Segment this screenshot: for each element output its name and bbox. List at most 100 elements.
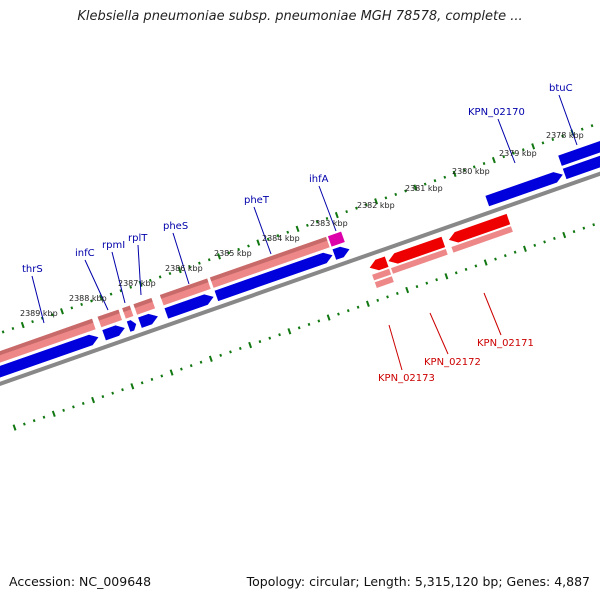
callout-line-rplt: [137, 244, 142, 296]
scale-tick: [148, 278, 152, 282]
gene-kpn-02171-transcript: [451, 226, 513, 253]
gene-label-rplt[interactable]: rplT: [128, 233, 148, 244]
gene-label-kpn-02172[interactable]: KPN_02172: [424, 357, 481, 368]
scale-tick: [90, 299, 93, 303]
scale-tick: [217, 253, 221, 260]
gene-phet-arrow[interactable]: [214, 252, 333, 302]
scale-tick: [72, 405, 75, 409]
gene-label-thrs[interactable]: thrS: [22, 264, 43, 275]
scale-tick: [413, 184, 418, 191]
scale-tick: [160, 374, 164, 378]
scale-tick: [276, 234, 280, 238]
callout-line-infc: [84, 259, 109, 311]
scale-tick: [541, 141, 545, 145]
gene-rplt-transcript-edge: [133, 298, 153, 309]
scale-tick: [580, 127, 584, 131]
backbone-line: [0, 171, 600, 387]
gene-label-kpn-02170[interactable]: KPN_02170: [468, 107, 525, 118]
scale-tick: [295, 225, 300, 232]
scale-tick: [111, 391, 115, 395]
gene-phes-transcript-edge: [159, 278, 209, 299]
scale-tick: [334, 211, 339, 219]
gene-infc-transcript-edge: [97, 309, 120, 321]
gene-thrs-transcript-edge: [0, 318, 94, 356]
gene-thrs-arrow[interactable]: [0, 334, 99, 379]
gene-label-infc[interactable]: infC: [75, 248, 95, 259]
gene-label-kpn-02173[interactable]: KPN_02173: [378, 373, 435, 384]
gene-ihfa-transcript: [327, 231, 345, 247]
scale-tick: [297, 326, 301, 330]
scale-tick: [572, 230, 576, 234]
scale-tick: [404, 189, 407, 193]
scale-ticks-lower: [12, 223, 596, 431]
gene-label-phes[interactable]: pheS: [163, 221, 188, 232]
scale-tick: [32, 419, 36, 423]
scale-tick: [287, 328, 292, 335]
scale-tick: [266, 237, 270, 241]
callout-line-kpn-02170: [497, 118, 516, 164]
scale-tick: [219, 353, 223, 357]
scale-tick: [278, 333, 281, 337]
scale-tick: [11, 326, 15, 331]
scale-tick: [256, 239, 261, 246]
gene-rpmi-arrow[interactable]: [126, 320, 137, 332]
scale-tick: [306, 223, 309, 227]
gene-label-phet[interactable]: pheT: [244, 195, 270, 206]
scale-tick: [208, 355, 213, 362]
scale-tick: [356, 305, 360, 309]
scale-tick: [22, 422, 26, 426]
scale-tick: [386, 295, 389, 299]
scale-tick: [425, 281, 429, 285]
scale-ticks-upper: [1, 124, 594, 334]
gene-kpn-02171-arrow[interactable]: [448, 213, 511, 243]
scale-tick: [543, 240, 546, 244]
scale-tick: [158, 275, 162, 279]
scale-tick: [130, 383, 135, 390]
gene-label-rpmi[interactable]: rpmI: [102, 240, 125, 251]
scale-tick: [169, 369, 174, 376]
scale-tick: [553, 236, 556, 241]
callout-line-thrs: [31, 275, 45, 324]
scale-tick: [394, 192, 398, 196]
gene-kpn-02173-arrow[interactable]: [369, 256, 389, 271]
gene-rplt-arrow[interactable]: [138, 313, 158, 328]
scale-tick: [20, 321, 25, 329]
scale-label: 2386 kbp: [165, 264, 203, 273]
scale-tick: [62, 408, 65, 412]
scale-tick: [248, 341, 253, 349]
scale-tick: [325, 216, 329, 221]
scale-tick: [365, 300, 370, 307]
gene-label-kpn-02171[interactable]: KPN_02171: [477, 338, 534, 349]
gene-label-ihfa[interactable]: ihfA: [309, 174, 329, 185]
scale-tick: [42, 415, 46, 419]
gene-phes-arrow[interactable]: [164, 294, 214, 319]
scale-tick: [474, 264, 478, 268]
scale-label: 2383 kbp: [310, 219, 348, 228]
gene-kpn-02173-transcript: [372, 268, 392, 281]
callout-line-ihfa: [318, 185, 337, 232]
gene-infc-arrow[interactable]: [102, 325, 125, 341]
gene-ihfa-arrow[interactable]: [332, 246, 350, 260]
gene-kpn-02173-transcript-lower: [374, 276, 394, 288]
scale-tick: [50, 313, 54, 317]
gene-kpn-02172-arrow[interactable]: [388, 236, 446, 264]
scale-tick: [433, 179, 437, 183]
scale-tick: [317, 319, 321, 323]
scale-tick: [258, 340, 262, 344]
gene-label-btuc[interactable]: btuC: [549, 83, 573, 94]
scale-tick: [99, 294, 104, 301]
gene-btuc-arrow[interactable]: [562, 139, 600, 180]
scale-tick: [502, 155, 506, 159]
scale-tick: [286, 230, 290, 234]
scale-tick: [513, 250, 517, 254]
gene-features[interactable]: [0, 124, 600, 379]
scale-label: 2387 kbp: [118, 279, 156, 288]
scale-labels: 2389 kbp 2388 kbp 2387 kbp 2386 kbp 2385 kbp…: [20, 131, 584, 318]
scale-tick: [435, 278, 438, 282]
callout-line-kpn-02171: [483, 292, 502, 336]
scale-tick: [229, 350, 232, 354]
scale-tick: [374, 198, 379, 205]
scale-label: 2382 kbp: [357, 201, 395, 210]
gene-kpn-02170-arrow[interactable]: [485, 172, 563, 207]
